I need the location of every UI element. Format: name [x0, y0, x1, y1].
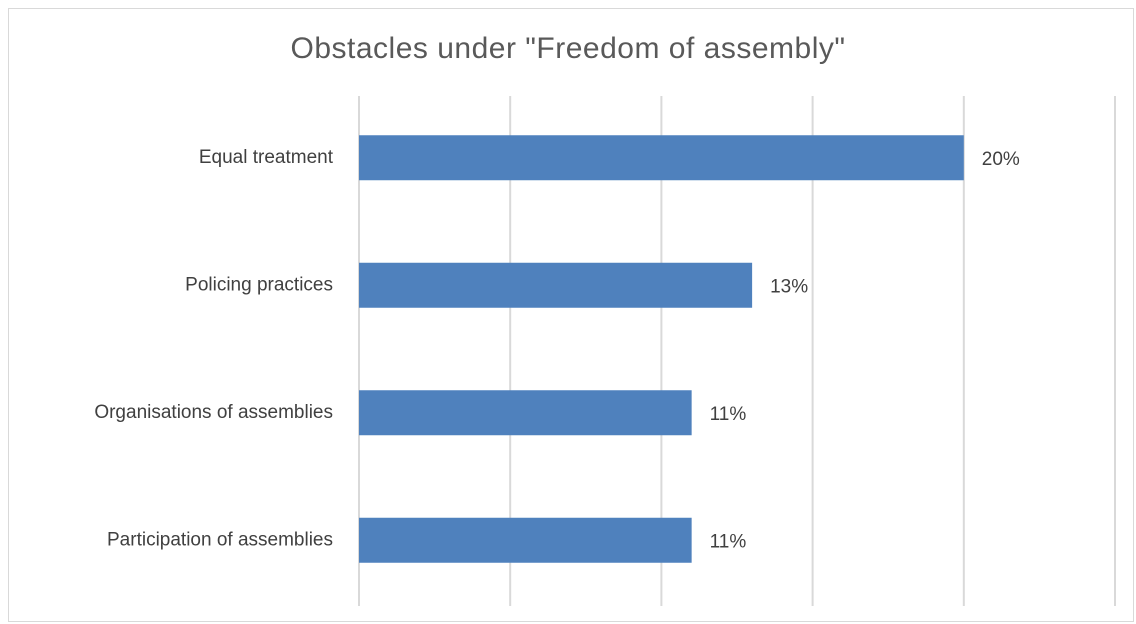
bar — [359, 517, 692, 563]
labels: Equal treatment 20% Policing practices 13% O… — [94, 147, 1020, 553]
bar — [359, 262, 753, 308]
bars — [359, 135, 964, 563]
category-label: Policing practices — [185, 274, 333, 295]
value-label: 11% — [710, 404, 747, 425]
chart-title: Obstacles under "Freedom of assembly" — [290, 32, 846, 65]
category-label: Participation of assemblies — [107, 529, 333, 550]
bar — [359, 390, 692, 436]
value-label: 13% — [770, 276, 808, 297]
category-label: Organisations of assemblies — [94, 402, 333, 423]
value-label: 20% — [982, 149, 1020, 170]
value-label: 11% — [710, 531, 747, 552]
category-label: Equal treatment — [199, 147, 334, 168]
bar — [359, 135, 964, 181]
